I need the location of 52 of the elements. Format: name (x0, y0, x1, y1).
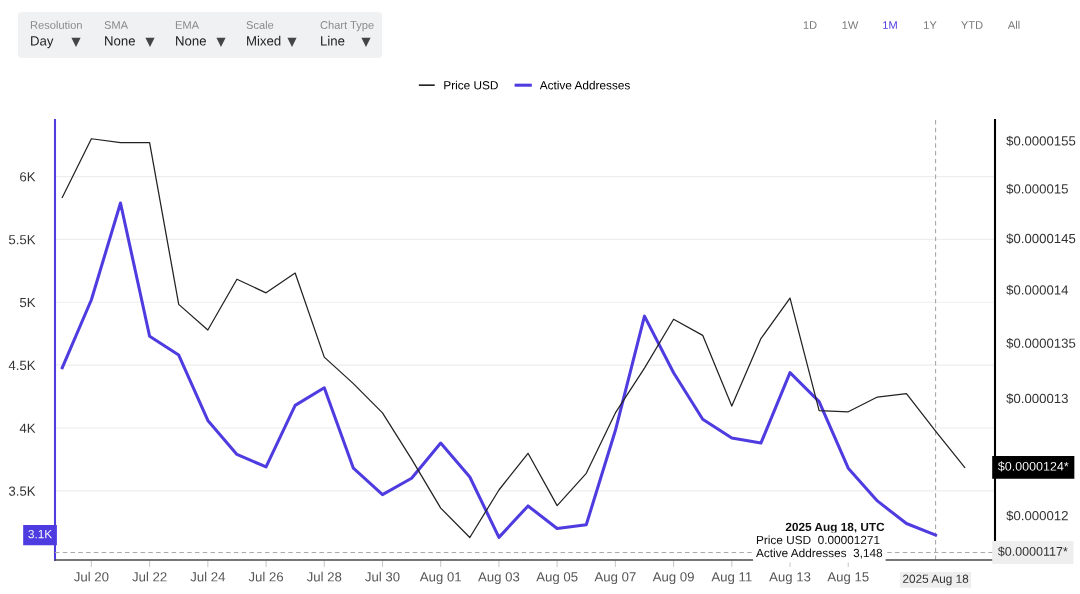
x-tick-label: Aug 01 (419, 572, 461, 585)
text: SMA (104, 21, 129, 29)
y2-tick-label: $0.0000135 (1006, 337, 1076, 349)
y-tick-label: 4K (19, 423, 36, 433)
x-tick-label: Aug 03 (478, 572, 520, 585)
annotation: Active Addresses 3,148 (756, 548, 883, 559)
x-tick-label: Jul 24 (190, 571, 226, 582)
x-tick-label: Aug 05 (536, 572, 578, 585)
ref-line-label: 2025 Aug 18 (903, 574, 969, 586)
y-tick-label: 6K (20, 172, 36, 182)
text: 3.1K (28, 529, 53, 539)
y2-tick-label: $0.0000145 (1006, 233, 1076, 244)
x-tick-label: Aug 11 (711, 572, 752, 585)
y-tick-label: 3.5K (8, 486, 36, 496)
ref-line-label: $0.0000117* (997, 546, 1068, 557)
x-tick-label: Jul 22 (132, 571, 167, 582)
y2-tick-label: $0.000014 (1006, 284, 1069, 296)
x-tick-label: Aug 13 (769, 572, 811, 585)
x-tick-label: Jul 20 (73, 571, 109, 582)
y2-tick-label: $0.0000155 (1006, 135, 1076, 147)
legend-label: Active Addresses (539, 80, 630, 90)
x-tick-label: Jul 30 (365, 571, 400, 582)
y-tick-label: 4.5K (8, 360, 36, 371)
text: None (176, 36, 206, 46)
y2-tick-label: $0.000015 (1006, 183, 1068, 195)
x-tick-label: Aug 09 (652, 572, 694, 585)
text: Mixed (247, 35, 281, 46)
text: YTD (961, 21, 983, 29)
text: 1Y (924, 21, 937, 29)
x-tick-label: Aug 15 (827, 572, 869, 585)
text: 1D (803, 21, 817, 29)
annotation: 2025 Aug 18, UTC (785, 522, 885, 534)
text: $0.0000124* (997, 461, 1069, 472)
annotation: Price USD 0.00001271 (756, 535, 880, 545)
legend-label: Price USD (444, 80, 498, 90)
y-tick-label: 5.5K (8, 235, 36, 245)
y2-tick-label: $0.000013 (1006, 393, 1068, 404)
x-tick-label: Jul 28 (306, 571, 342, 582)
y-tick-label: 5K (19, 297, 36, 308)
text: All (1007, 20, 1020, 29)
text: 1W (842, 21, 859, 29)
text: Scale (246, 20, 274, 29)
x-tick-label: Jul 26 (248, 571, 284, 582)
text: 1M (883, 21, 897, 29)
y2-tick-label: $0.000012 (1006, 510, 1068, 522)
text: None (105, 36, 135, 46)
text: Day (31, 36, 54, 49)
text: Chart Type (320, 20, 374, 32)
text: Line (321, 35, 345, 46)
text: Resolution (30, 20, 82, 29)
x-tick-label: Aug 07 (594, 572, 636, 585)
text: EMA (175, 21, 200, 29)
